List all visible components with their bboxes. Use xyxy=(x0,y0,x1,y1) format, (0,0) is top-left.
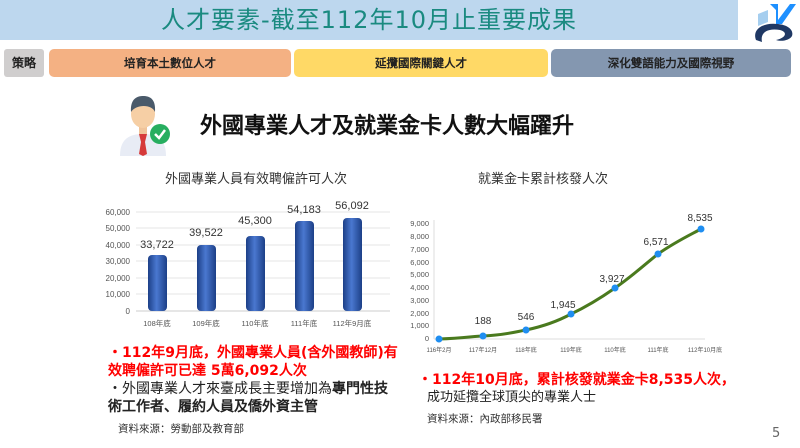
gold-card-note: 成功延攬全球頂尖的專業人士 xyxy=(427,390,597,405)
svg-text:119年底: 119年底 xyxy=(560,346,582,354)
permit-highlight: ・112年9月底，外國專業人員(含外國教師)有效聘僱許可已達 5萬6,092人次 xyxy=(108,345,398,379)
right-source: 資料來源：內政部移民署 xyxy=(427,413,543,425)
page-number: 5 xyxy=(772,426,781,441)
strategy-item-international-talent: 延攬國際關鍵人才 xyxy=(294,49,548,77)
svg-text:8,000: 8,000 xyxy=(410,232,429,241)
svg-text:0: 0 xyxy=(425,334,429,343)
gold-card-line-chart: 9,000 8,000 7,000 6,000 5,000 4,000 3,00… xyxy=(410,213,722,354)
svg-text:117年12月: 117年12月 xyxy=(469,346,497,354)
work-permit-bar-chart: 60,000 50,000 40,000 30,000 20,000 10,00… xyxy=(106,200,390,328)
strategy-label: 策略 xyxy=(4,49,44,77)
svg-text:1,000: 1,000 xyxy=(410,321,429,330)
svg-text:3,927: 3,927 xyxy=(599,274,624,285)
svg-text:110年底: 110年底 xyxy=(604,346,626,354)
strategy-item-local-talent: 培育本土數位人才 xyxy=(49,49,291,77)
svg-text:111年底: 111年底 xyxy=(647,346,668,354)
svg-text:20,000: 20,000 xyxy=(106,274,131,283)
svg-text:5,000: 5,000 xyxy=(410,270,429,279)
svg-text:3,000: 3,000 xyxy=(410,296,429,305)
svg-text:56,092: 56,092 xyxy=(335,200,369,212)
svg-text:2,000: 2,000 xyxy=(410,309,429,318)
svg-text:109年底: 109年底 xyxy=(192,318,220,328)
svg-text:546: 546 xyxy=(518,312,535,323)
svg-text:7,000: 7,000 xyxy=(410,245,429,254)
svg-text:112年10月底: 112年10月底 xyxy=(688,346,722,354)
svg-text:6,571: 6,571 xyxy=(643,237,668,248)
svg-text:9,000: 9,000 xyxy=(410,219,429,228)
left-source: 資料來源：勞動部及教育部 xyxy=(118,423,244,435)
svg-text:54,183: 54,183 xyxy=(287,204,321,216)
svg-text:39,522: 39,522 xyxy=(189,227,223,239)
svg-text:112年9月底: 112年9月底 xyxy=(333,318,372,328)
svg-text:8,535: 8,535 xyxy=(687,213,712,224)
svg-text:118年底: 118年底 xyxy=(515,346,537,354)
svg-text:188: 188 xyxy=(475,316,492,327)
svg-text:110年底: 110年底 xyxy=(242,318,269,328)
svg-text:10,000: 10,000 xyxy=(106,290,131,299)
svg-text:116年2月: 116年2月 xyxy=(427,346,452,354)
page-title: 人才要素-截至112年10月止重要成果 xyxy=(160,6,577,34)
gold-card-highlight: ・112年10月底，累計核發就業金卡8,535人次， xyxy=(418,372,735,388)
svg-text:60,000: 60,000 xyxy=(106,208,131,217)
svg-text:108年底: 108年底 xyxy=(143,318,171,328)
title-bar xyxy=(0,0,738,40)
logo-icon xyxy=(755,4,796,42)
bar-chart-title: 外國專業人員有效聘僱許可人次 xyxy=(165,172,348,187)
svg-text:50,000: 50,000 xyxy=(106,224,131,233)
svg-text:6,000: 6,000 xyxy=(410,258,429,267)
permit-growth-categories: 專門性技術工作者、履約人員及僑外資主管 xyxy=(108,381,388,415)
svg-text:1,945: 1,945 xyxy=(550,300,575,311)
line-chart-title: 就業金卡累計核發人次 xyxy=(478,172,609,187)
svg-text:0: 0 xyxy=(126,307,131,316)
svg-text:111年底: 111年底 xyxy=(291,318,318,328)
svg-text:4,000: 4,000 xyxy=(410,283,429,292)
svg-text:45,300: 45,300 xyxy=(238,215,272,227)
permit-growth-note: ・外國專業人才來臺成長主要增加為專門性技術工作者、履約人員及僑外資主管 xyxy=(108,380,398,416)
permit-growth-text: ・外國專業人才來臺成長主要增加為 xyxy=(108,381,332,397)
svg-text:30,000: 30,000 xyxy=(106,257,131,266)
svg-text:40,000: 40,000 xyxy=(106,241,131,250)
svg-text:33,722: 33,722 xyxy=(140,239,174,251)
strategy-item-bilingual: 深化雙語能力及國際視野 xyxy=(551,49,791,77)
headline: 外國專業人才及就業金卡人數大幅躍升 xyxy=(200,114,575,139)
professional-verified-icon xyxy=(120,96,170,156)
